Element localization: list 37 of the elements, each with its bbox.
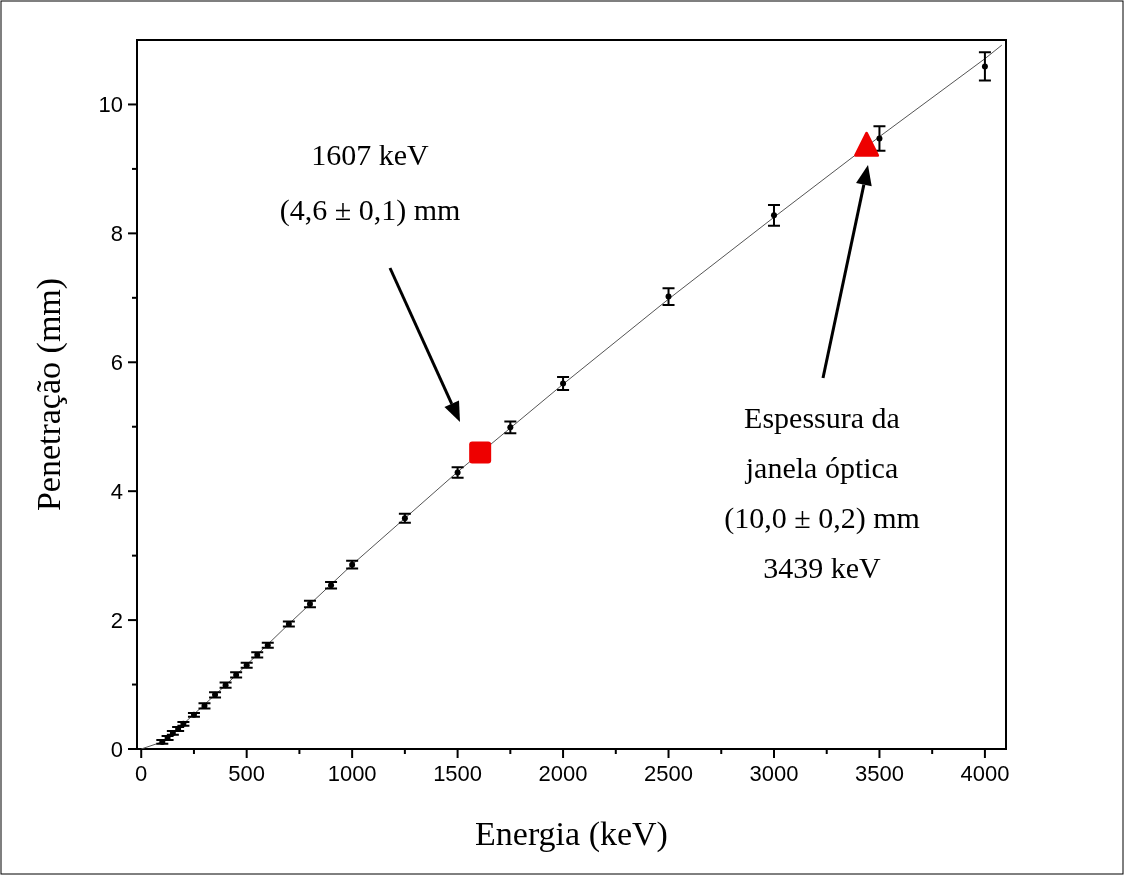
x-tick-label: 1000 — [327, 761, 377, 786]
point — [665, 293, 672, 300]
x-tick-label: 500 — [228, 761, 266, 786]
point — [770, 212, 777, 219]
x-tick-label: 4000 — [960, 761, 1010, 786]
point — [454, 469, 461, 476]
x-tick-label: 0 — [135, 761, 148, 786]
point — [190, 711, 197, 718]
point — [264, 642, 271, 649]
x-tick-label: 2500 — [644, 761, 693, 786]
y-tick-label: 10 — [98, 92, 123, 118]
point — [349, 561, 356, 568]
point — [180, 720, 187, 727]
y-tick-label: 0 — [110, 737, 123, 762]
x-tick-label: 1500 — [433, 761, 483, 786]
point — [201, 702, 208, 709]
x-tick-label: 3500 — [854, 761, 904, 786]
point — [876, 135, 883, 142]
x-tick-label: 2000 — [538, 761, 588, 786]
point — [469, 441, 492, 464]
y-axis-title: Penetração (mm) — [30, 277, 68, 512]
point — [212, 691, 219, 698]
y-tick-label: 4 — [110, 479, 123, 505]
point — [222, 682, 229, 689]
y-tick-label: 6 — [110, 350, 123, 376]
annotation: 1607 keV (4,6 ± 0,1) mm — [279, 138, 461, 227]
y-tick-label: 8 — [110, 221, 123, 247]
point — [306, 600, 313, 607]
x-tick-label: 3000 — [749, 761, 799, 786]
annotation: Espessura da janela óptica (10,0 ± 0,2) mm 3439 keV — [724, 401, 920, 584]
point — [560, 380, 567, 387]
point — [243, 662, 250, 669]
y-tick-label: 2 — [110, 608, 123, 634]
line-series — [140, 44, 1003, 749]
x-axis-title: Energia (keV) — [475, 815, 668, 853]
point — [981, 63, 988, 70]
point — [328, 582, 335, 589]
